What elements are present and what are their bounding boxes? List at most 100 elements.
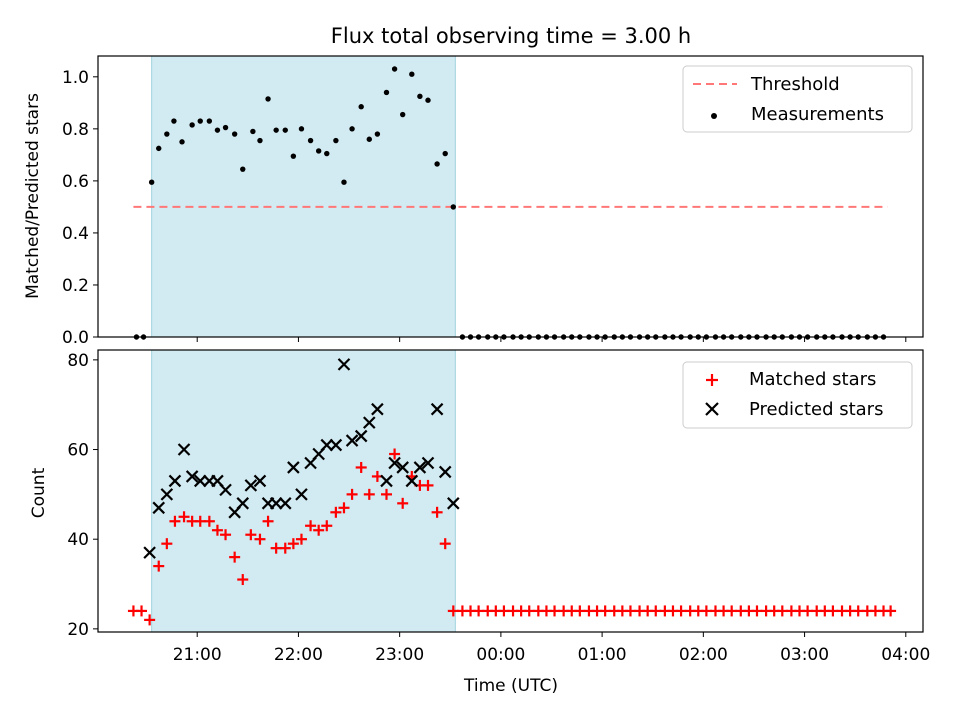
predicted-star-point [438, 465, 452, 479]
measurement-point [214, 127, 221, 133]
matched-star-point [136, 605, 148, 617]
legend-count-box [682, 361, 913, 429]
measurement-point [265, 96, 271, 102]
measurement-point [273, 127, 279, 133]
matched-star-point [254, 533, 266, 545]
x-tick-label: 22:00 [274, 645, 323, 665]
predicted-star-point [236, 497, 250, 510]
predicted-star-point [177, 443, 191, 456]
measurement-point [307, 137, 314, 144]
predicted-star-point [345, 434, 359, 447]
measurement-point [298, 126, 305, 132]
legend-predicted-label: Predicted stars [749, 399, 883, 420]
measurement-point [206, 118, 213, 124]
predicted-star-point [329, 438, 343, 452]
predicted-star-point [278, 497, 292, 510]
predicted-star-point [380, 474, 393, 488]
measurement-point [442, 150, 448, 157]
legend-matched-label: Matched stars [749, 369, 876, 390]
measurement-point [315, 148, 322, 154]
x-tick-label: 00:00 [476, 645, 525, 665]
matched-star-point [279, 542, 291, 554]
matched-star-point [178, 511, 190, 523]
predicted-star-point [160, 488, 174, 501]
panel-count-frame [97, 349, 924, 633]
x-tick-label: 03:00 [780, 645, 829, 665]
predicted-star-point [219, 483, 232, 497]
measurement-point [366, 136, 372, 142]
y-axis-label-ratio: Matched/Predicted stars [23, 93, 43, 299]
y-tick-label: 0.4 [62, 224, 89, 244]
legend-measurements-label: Measurements [751, 104, 884, 125]
y-tick-label: 0.6 [62, 172, 89, 192]
y-tick-label: 40 [67, 530, 89, 550]
x-axis-label: Time (UTC) [463, 676, 558, 696]
matched-star-point [305, 520, 317, 532]
matched-star-point [338, 502, 350, 514]
measurement-point [399, 111, 406, 118]
matched-star-point [397, 497, 409, 509]
matched-star-point [229, 551, 241, 563]
predicted-star-point [295, 488, 308, 501]
matched-star-point [161, 538, 173, 550]
predicted-star-point [320, 438, 334, 452]
measurement-point [257, 137, 263, 144]
matched-star-point [313, 524, 325, 536]
predicted-star-point [337, 358, 351, 371]
predicted-star-point [430, 402, 444, 416]
y-tick-label: 0.2 [62, 276, 89, 296]
predicted-star-point [405, 474, 419, 488]
measurement-point [324, 150, 330, 157]
legend-count: Matched stars Predicted stars [682, 361, 913, 429]
legend-predicted-swatch [705, 402, 719, 416]
matched-star-point [144, 614, 156, 626]
matched-star-point [431, 506, 443, 518]
predicted-star-point [244, 479, 258, 492]
y-tick-label: 0.8 [62, 120, 89, 140]
y-tick-label: 60 [67, 441, 89, 461]
matched-star-point [153, 560, 165, 572]
predicted-star-point [371, 402, 384, 416]
measurement-point [240, 166, 246, 172]
measurement-point [374, 131, 381, 137]
x-tick-label: 04:00 [881, 645, 930, 665]
matched-star-point [203, 515, 215, 527]
matched-star-point [169, 515, 181, 527]
y-tick-label: 80 [67, 351, 89, 371]
measurement-point [189, 122, 195, 128]
matched-star-point [439, 538, 451, 550]
matched-star-point [237, 574, 249, 586]
panel-ratio: 0.0 0.2 0.4 0.6 0.8 1.0 Matched/Predicted sta… [23, 55, 924, 348]
measurement-point [341, 179, 347, 185]
matched-star-point [885, 605, 897, 617]
predicted-star-point [413, 461, 427, 474]
predicted-star-point [168, 474, 182, 488]
matched-star-point [211, 524, 223, 536]
measurement-point [282, 127, 288, 133]
measurement-point [156, 145, 162, 152]
legend-measurements-swatch [711, 113, 717, 119]
matched-star-point [422, 479, 434, 491]
measurement-point [231, 131, 238, 137]
x-tick-label: 02:00 [679, 645, 728, 665]
measurement-point [358, 104, 364, 110]
matched-star-point [321, 520, 333, 532]
matched-star-point [220, 529, 232, 541]
measurement-point [434, 161, 440, 167]
predicted-star-point [185, 470, 199, 483]
measurement-point [290, 153, 297, 159]
predicted-star-point [421, 456, 435, 470]
x-tick-label: 01:00 [578, 645, 627, 665]
matched-star-point [380, 488, 392, 500]
measurement-point [333, 137, 339, 144]
measurement-point [197, 118, 203, 124]
legend-ratio: Threshold Measurements [682, 65, 913, 133]
panel-count: 21:00 22:00 23:00 00:00 01:00 02:00 03:00 04:00… [29, 349, 930, 696]
predicted-star-point [253, 474, 267, 488]
observing-window-shade [151, 55, 456, 338]
y-tick-label: 0.0 [62, 328, 89, 348]
matched-star-point [389, 448, 401, 460]
y-tick-label: 1.0 [62, 68, 89, 88]
legend-matched-swatch [706, 374, 718, 386]
measurement-point [349, 126, 355, 132]
